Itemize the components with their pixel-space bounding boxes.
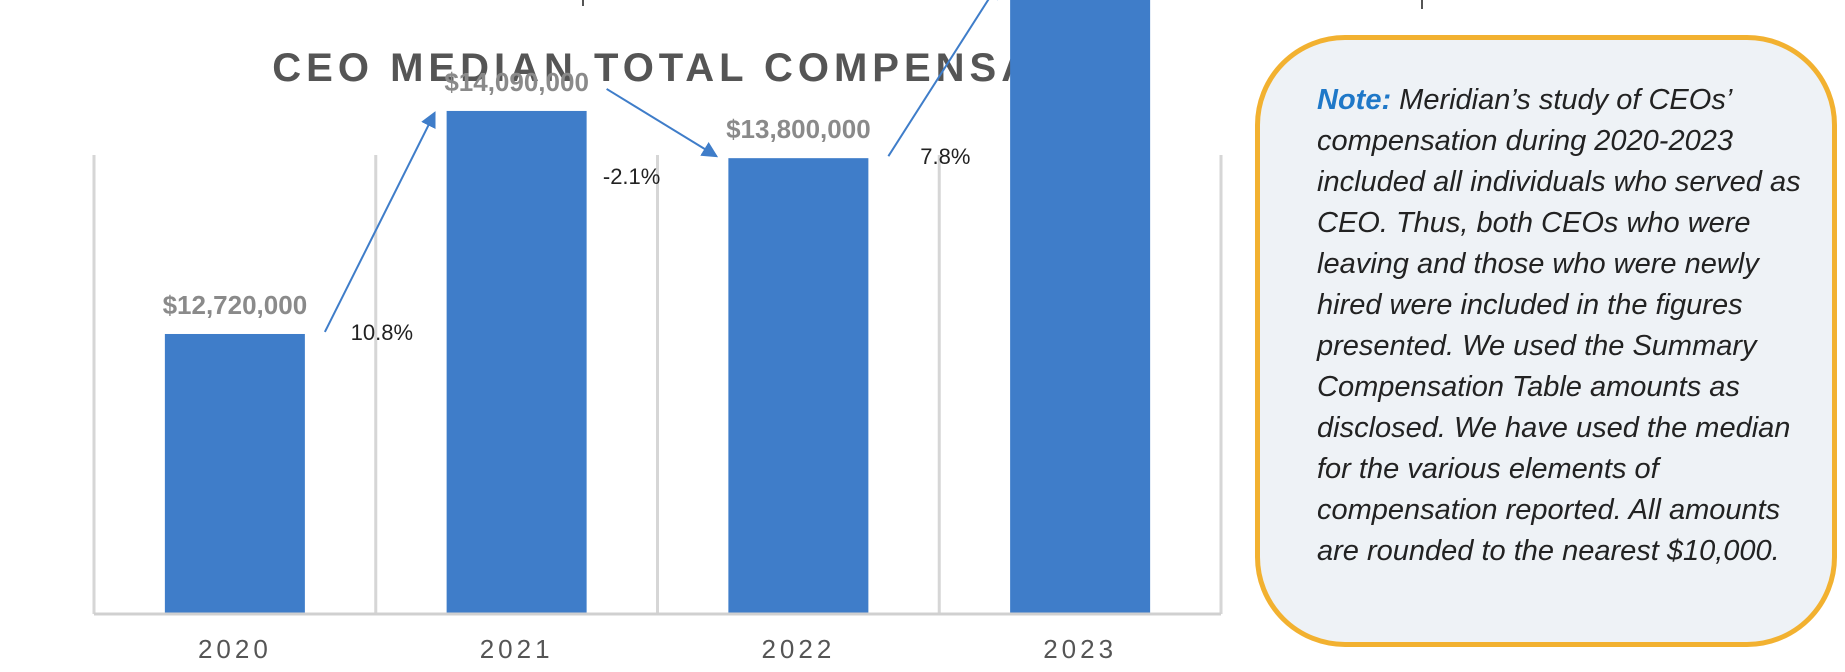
x-tick-label: 2021 — [480, 634, 554, 664]
x-tick-label: 2023 — [1043, 634, 1117, 664]
x-tick-label: 2022 — [761, 634, 835, 664]
x-tick-label: 2020 — [198, 634, 272, 664]
change-arrows: 10.8% -2.1% 7.8% — [323, 0, 1000, 345]
change-label: -2.1% — [603, 164, 660, 189]
bar-2022 — [728, 158, 869, 614]
change-arrow — [887, 0, 1000, 157]
value-label: $14,090,000 — [444, 67, 589, 97]
change-label: 10.8% — [351, 320, 413, 345]
note-text: Note: Meridian’s study of CEOs’ compensa… — [1317, 80, 1817, 572]
bar-2020 — [164, 333, 305, 614]
bar-2023 — [1010, 0, 1151, 615]
grid-lines — [92, 155, 1223, 614]
change-arrow — [323, 111, 436, 333]
x-axis-ticks: 2020 2021 2022 2023 — [198, 634, 1117, 664]
bar-2021 — [446, 110, 587, 614]
value-label: $13,800,000 — [726, 114, 871, 144]
chart-title: CEO MEDIAN TOTAL COMPENSATION — [272, 46, 1147, 90]
note-label: Note: — [1317, 84, 1392, 116]
change-label: 7.8% — [920, 144, 970, 169]
change-arrow — [606, 88, 719, 158]
value-label: $12,720,000 — [163, 290, 308, 320]
note-body: Meridian’s study of CEOs’ compensation d… — [1317, 84, 1801, 567]
bars — [164, 0, 1151, 615]
note-box: Note: Meridian’s study of CEOs’ compensa… — [1255, 35, 1837, 647]
value-labels: $12,720,000$14,090,000$13,800,000$14,880… — [163, 67, 871, 320]
